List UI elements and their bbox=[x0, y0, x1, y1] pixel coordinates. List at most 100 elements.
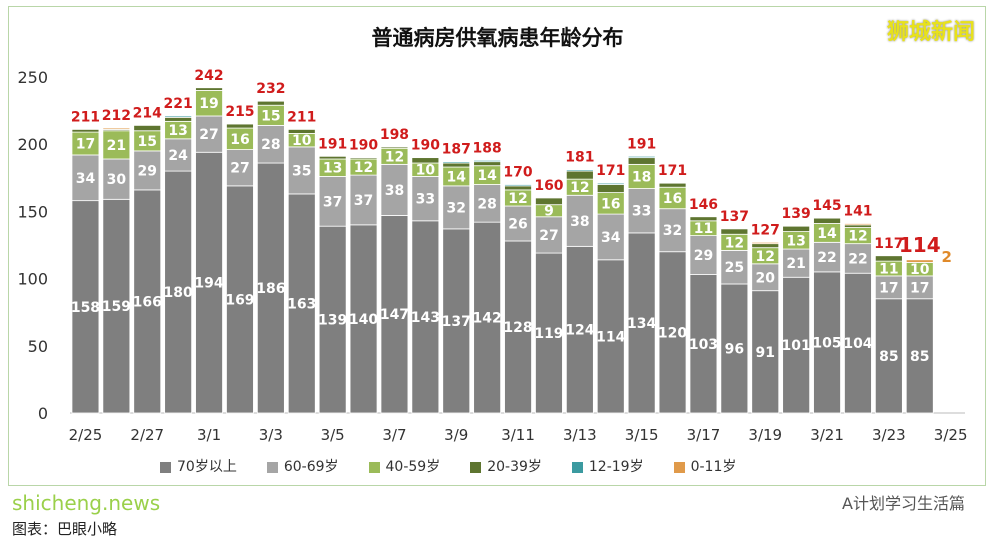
bar-segment bbox=[164, 138, 193, 172]
bar-segment bbox=[689, 216, 718, 222]
bar-value-label: 10 bbox=[292, 133, 312, 149]
bar-segment bbox=[782, 225, 811, 232]
bar-segment bbox=[751, 241, 780, 245]
legend: 70岁以上 60-69岁 40-59岁 20-39岁 12-19岁 0-11岁 bbox=[160, 458, 736, 476]
bar-segment bbox=[844, 223, 872, 226]
bar-segment bbox=[813, 271, 841, 414]
legend-swatch bbox=[160, 461, 171, 473]
bar-value-label: 12 bbox=[725, 235, 744, 251]
x-tick-label: 3/1 bbox=[197, 426, 221, 444]
bar-segment bbox=[565, 170, 594, 180]
bar-segment bbox=[442, 161, 471, 164]
bar-segment bbox=[751, 263, 780, 292]
bar-segment bbox=[318, 225, 347, 414]
bar-value-label: 11 bbox=[694, 221, 713, 237]
bar-segment bbox=[905, 298, 934, 414]
bar-segment bbox=[195, 151, 223, 414]
bar-segment bbox=[844, 243, 872, 274]
bar-value-label: 15 bbox=[138, 134, 157, 150]
total-label: 232 bbox=[256, 81, 285, 97]
bar-segment bbox=[504, 184, 532, 187]
bar-value-label: 13 bbox=[168, 123, 187, 139]
bar-value-label: 159 bbox=[102, 299, 131, 315]
x-tick-label: 2/27 bbox=[130, 426, 164, 444]
bar-value-label: 114 bbox=[596, 329, 625, 345]
extra-label: 2 bbox=[942, 248, 952, 266]
y-tick-label: 100 bbox=[17, 270, 48, 289]
bar-value-label: 12 bbox=[570, 180, 589, 196]
total-label: 212 bbox=[102, 108, 131, 124]
legend-swatch bbox=[368, 461, 380, 473]
bar-segment bbox=[596, 184, 625, 193]
bar-value-label: 85 bbox=[910, 349, 929, 365]
bar-segment bbox=[195, 87, 223, 91]
total-label: 114 bbox=[899, 233, 941, 257]
bar-value-label: 13 bbox=[786, 233, 805, 249]
bar-value-label: 34 bbox=[601, 230, 621, 246]
total-label: 117 bbox=[874, 236, 903, 252]
bar-value-label: 28 bbox=[477, 196, 496, 212]
bar-segment bbox=[164, 116, 193, 122]
legend-label: 70岁以上 bbox=[177, 459, 237, 475]
legend-label: 12-19岁 bbox=[588, 459, 644, 475]
bar-value-label: 30 bbox=[107, 172, 127, 188]
bar-value-label: 16 bbox=[663, 191, 682, 207]
bar-value-label: 12 bbox=[756, 249, 775, 265]
legend-label: 60-69岁 bbox=[283, 459, 339, 475]
bar-segment bbox=[751, 290, 780, 414]
bar-value-label: 21 bbox=[786, 256, 805, 272]
total-label: 188 bbox=[473, 140, 502, 156]
legend-label: 20-39岁 bbox=[487, 459, 542, 475]
bar-segment bbox=[874, 298, 903, 414]
total-label: 137 bbox=[720, 209, 749, 225]
bar-segment bbox=[535, 197, 563, 206]
bar-segment bbox=[720, 228, 749, 235]
bar-segment bbox=[473, 161, 502, 167]
total-label: 141 bbox=[843, 203, 872, 219]
bar-value-label: 101 bbox=[782, 338, 811, 354]
bar-value-label: 27 bbox=[230, 161, 249, 177]
total-label: 171 bbox=[596, 163, 625, 179]
bar-value-label: 14 bbox=[477, 168, 497, 184]
bar-value-label: 35 bbox=[292, 163, 311, 179]
y-tick-label: 0 bbox=[38, 404, 48, 423]
bar-segment bbox=[287, 129, 316, 134]
bar-value-label: 12 bbox=[354, 160, 373, 176]
x-tick-label: 3/23 bbox=[872, 426, 906, 444]
bar-value-label: 28 bbox=[261, 137, 280, 153]
bar-segment bbox=[504, 240, 532, 414]
bar-value-label: 169 bbox=[225, 292, 254, 308]
bar-value-label: 158 bbox=[71, 300, 100, 316]
bar-value-label: 10 bbox=[416, 163, 436, 179]
x-tick-label: 2/25 bbox=[69, 426, 103, 444]
bar-segment bbox=[380, 146, 409, 149]
bar-segment bbox=[813, 217, 841, 224]
bar-value-label: 143 bbox=[411, 310, 440, 326]
bar-segment bbox=[596, 182, 625, 185]
bar-segment bbox=[164, 115, 193, 118]
x-tick-label: 3/25 bbox=[934, 426, 968, 444]
bar-segment bbox=[411, 157, 440, 164]
bar-segment bbox=[535, 216, 563, 254]
bar-segment bbox=[720, 249, 749, 285]
bar-value-label: 103 bbox=[689, 337, 718, 353]
total-label: 214 bbox=[133, 105, 162, 121]
bar-segment bbox=[380, 215, 409, 414]
bar-segment bbox=[226, 185, 254, 414]
bar-value-label: 119 bbox=[534, 326, 563, 342]
footer-caption: 图表：巴眼小略 bbox=[12, 520, 118, 538]
bar-value-label: 124 bbox=[565, 323, 594, 339]
x-tick-label: 3/21 bbox=[810, 426, 844, 444]
bar-segment bbox=[411, 176, 440, 222]
bar-segment bbox=[844, 272, 872, 414]
chart-frame bbox=[8, 6, 986, 486]
bar-segment bbox=[380, 163, 409, 216]
bar-value-label: 14 bbox=[447, 169, 467, 185]
bar-segment bbox=[813, 241, 841, 273]
bar-segment bbox=[565, 245, 594, 414]
bar-segment bbox=[473, 221, 502, 414]
chart-title: 普通病房供氧病患年龄分布 bbox=[371, 26, 624, 50]
bar-segment bbox=[844, 224, 872, 228]
bar-segment bbox=[318, 176, 347, 227]
bar-value-label: 26 bbox=[508, 216, 527, 232]
